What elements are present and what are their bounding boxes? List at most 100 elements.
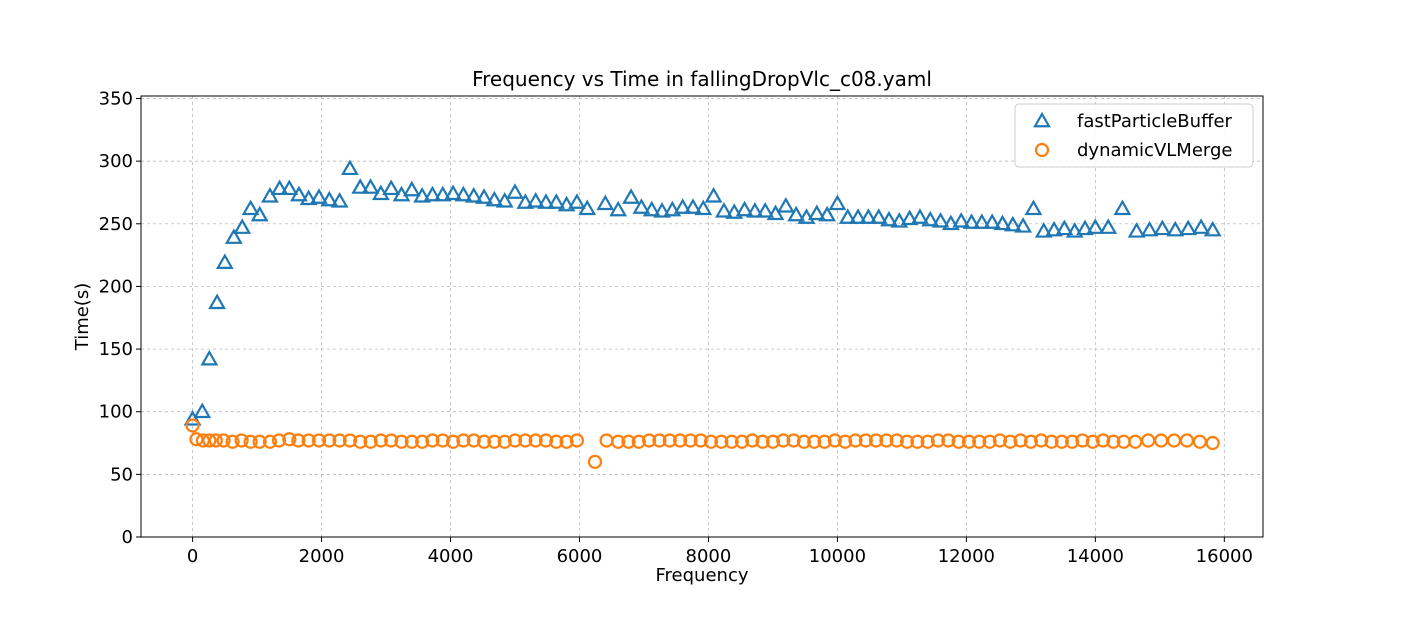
data-point	[1166, 220, 1185, 237]
data-point	[1054, 434, 1069, 449]
x-tick-label: 16000	[1196, 546, 1253, 567]
data-point	[225, 434, 240, 449]
x-tick-label: 10000	[809, 546, 866, 567]
data-point	[193, 402, 212, 419]
data-point	[1013, 433, 1028, 448]
data-point	[1192, 218, 1210, 234]
data-point	[425, 433, 440, 448]
data-point	[1140, 220, 1159, 237]
data-point	[622, 188, 640, 204]
legend-label: dynamicVLMerge	[1077, 140, 1232, 161]
y-tick-label: 300	[99, 151, 133, 172]
data-point	[464, 187, 483, 203]
data-point	[506, 183, 524, 199]
data-point	[1044, 434, 1059, 449]
data-point	[911, 208, 929, 224]
data-point	[587, 454, 603, 469]
data-point	[353, 434, 368, 449]
data-point	[596, 194, 615, 211]
data-point	[704, 187, 723, 203]
data-point	[342, 433, 358, 448]
data-point	[1014, 217, 1033, 233]
data-point	[931, 212, 950, 228]
data-point	[672, 433, 688, 448]
data-point	[454, 185, 473, 202]
x-tick-label: 0	[187, 546, 198, 567]
data-point	[1065, 222, 1084, 238]
data-point	[972, 213, 991, 229]
y-tick-label: 100	[99, 402, 133, 423]
data-point	[734, 434, 750, 449]
data-point	[684, 198, 702, 214]
data-point	[652, 433, 667, 448]
data-point	[818, 205, 836, 222]
data-point	[725, 203, 744, 219]
data-point	[673, 198, 692, 214]
data-point	[972, 434, 987, 449]
data-point	[402, 180, 421, 197]
data-point	[310, 188, 328, 204]
data-point	[233, 218, 252, 234]
data-point	[993, 214, 1012, 231]
data-point	[526, 192, 545, 208]
data-point	[261, 187, 279, 203]
series-1	[185, 418, 1220, 469]
y-axis-label: Time(s)	[72, 283, 93, 351]
data-point	[476, 434, 492, 449]
data-point	[252, 434, 267, 449]
data-point	[703, 434, 719, 449]
data-point	[1154, 433, 1169, 448]
data-point	[1179, 219, 1198, 236]
data-point	[848, 433, 863, 448]
data-point	[202, 433, 217, 448]
data-point	[485, 190, 504, 207]
data-point	[962, 213, 981, 229]
data-point	[262, 434, 278, 449]
data-point	[435, 433, 450, 448]
data-point	[528, 433, 543, 448]
data-point	[951, 434, 966, 449]
data-point	[961, 434, 977, 449]
y-tick-label: 150	[99, 339, 133, 360]
data-point	[632, 198, 651, 214]
data-point	[299, 189, 318, 206]
data-point	[301, 433, 316, 448]
data-point	[941, 433, 956, 448]
data-point	[1023, 434, 1038, 449]
data-point	[1045, 220, 1063, 237]
data-point	[745, 433, 760, 448]
data-point	[1034, 433, 1049, 448]
plot-area-frame	[140, 95, 1264, 538]
y-tick-label: 50	[110, 464, 133, 485]
data-point	[859, 208, 878, 224]
data-point	[516, 193, 535, 209]
data-point	[363, 434, 378, 449]
x-tick-label: 4000	[428, 546, 474, 567]
data-point	[828, 194, 847, 211]
data-point	[631, 434, 646, 449]
data-point	[921, 210, 940, 227]
data-point	[683, 433, 698, 448]
data-point	[1003, 434, 1018, 449]
data-point	[224, 228, 243, 244]
x-tick-label: 6000	[557, 546, 603, 567]
data-point	[578, 199, 597, 216]
data-point	[290, 185, 308, 202]
data-point	[1179, 433, 1195, 448]
data-point	[185, 418, 200, 433]
axis-ticks: 0 2000 4000 6000 8000 10000 12000 14000 16000 0 50…	[99, 89, 1253, 567]
data-point	[786, 433, 801, 448]
data-point	[373, 433, 388, 448]
data-point	[1065, 434, 1080, 449]
data-point	[270, 179, 289, 196]
data-point	[234, 433, 249, 448]
data-point	[735, 200, 754, 217]
chart-title: Frequency vs Time in fallingDropVlc_c08.…	[472, 67, 932, 91]
data-point	[208, 293, 226, 310]
data-point	[330, 192, 349, 208]
data-point	[332, 433, 347, 448]
data-point	[827, 433, 842, 448]
data-point	[322, 433, 337, 448]
data-point	[817, 434, 832, 449]
